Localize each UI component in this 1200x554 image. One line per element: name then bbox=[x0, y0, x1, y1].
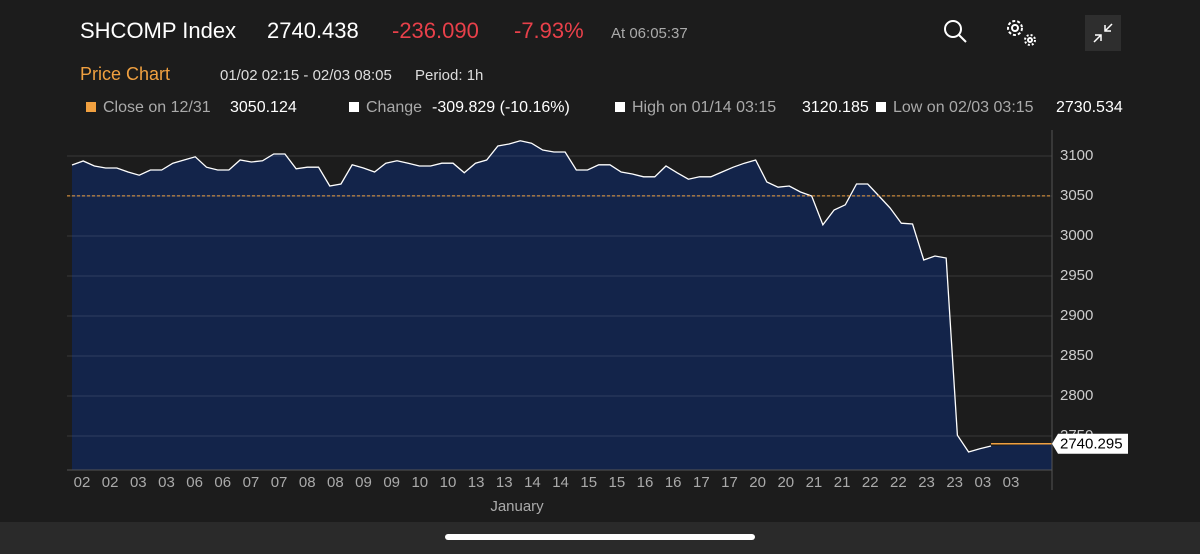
settings-icon[interactable] bbox=[1007, 20, 1036, 46]
period: Period: 1h bbox=[415, 67, 483, 84]
legend: Close on 12/31 3050.124 Change -309.829 (-1… bbox=[86, 99, 1123, 116]
y-tick-label: 3000 bbox=[1060, 227, 1093, 244]
x-tick-label: 03 bbox=[975, 474, 992, 491]
x-tick-label: 22 bbox=[862, 474, 879, 491]
x-tick-label: 15 bbox=[580, 474, 597, 491]
area bbox=[72, 140, 1052, 471]
collapse-button[interactable] bbox=[1085, 15, 1121, 51]
x-tick-label: 03 bbox=[158, 474, 175, 491]
plot: 275028002850290029503000305031002740.295… bbox=[67, 130, 1128, 515]
x-tick-label: 03 bbox=[130, 474, 147, 491]
x-tick-label: 16 bbox=[665, 474, 682, 491]
x-tick-label: 10 bbox=[411, 474, 428, 491]
chart-title: Price Chart bbox=[80, 64, 170, 84]
x-tick-label: 08 bbox=[299, 474, 316, 491]
legend-value: 3050.124 bbox=[230, 99, 297, 116]
x-tick-label: 16 bbox=[637, 474, 654, 491]
y-tick-label: 2850 bbox=[1060, 347, 1093, 364]
symbol: SHCOMP Index bbox=[80, 18, 236, 43]
x-tick-label: 23 bbox=[946, 474, 963, 491]
x-tick-label: 22 bbox=[890, 474, 907, 491]
legend-swatch bbox=[615, 102, 625, 112]
x-tick-label: 07 bbox=[271, 474, 288, 491]
home-indicator[interactable] bbox=[445, 534, 755, 540]
x-tick-label: 02 bbox=[102, 474, 119, 491]
legend-value: -309.829 (-10.16%) bbox=[432, 99, 570, 116]
change-pct: -7.93% bbox=[514, 18, 584, 43]
x-tick-label: 20 bbox=[777, 474, 794, 491]
x-tick-label: 15 bbox=[609, 474, 626, 491]
x-tick-label: 07 bbox=[243, 474, 260, 491]
price-line bbox=[71, 140, 992, 453]
x-tick-label: 13 bbox=[468, 474, 485, 491]
x-tick-label: 21 bbox=[806, 474, 823, 491]
x-tick-label: 14 bbox=[524, 474, 541, 491]
x-tick-label: 20 bbox=[749, 474, 766, 491]
x-tick-label: 06 bbox=[186, 474, 203, 491]
x-axis-label: January bbox=[490, 498, 544, 515]
x-tick-label: 02 bbox=[74, 474, 91, 491]
legend-label: Change bbox=[366, 99, 422, 116]
y-tick-label: 3100 bbox=[1060, 147, 1093, 164]
legend-label: High on 01/14 03:15 bbox=[632, 99, 776, 116]
legend-label: Close on 12/31 bbox=[103, 99, 211, 116]
time: At 06:05:37 bbox=[611, 25, 688, 42]
y-tick-label: 2950 bbox=[1060, 267, 1093, 284]
x-tick-label: 06 bbox=[214, 474, 231, 491]
y-tick-label: 3050 bbox=[1060, 187, 1093, 204]
change: -236.090 bbox=[392, 18, 479, 43]
last-value-pointer bbox=[1052, 433, 1128, 454]
x-tick-label: 13 bbox=[496, 474, 513, 491]
legend-value: 2730.534 bbox=[1056, 99, 1123, 116]
legend-value: 3120.185 bbox=[802, 99, 869, 116]
legend-swatch bbox=[349, 102, 359, 112]
legend-swatch bbox=[876, 102, 886, 112]
x-tick-label: 23 bbox=[918, 474, 935, 491]
x-tick-label: 10 bbox=[440, 474, 457, 491]
x-tick-label: 21 bbox=[834, 474, 851, 491]
x-tick-label: 09 bbox=[355, 474, 372, 491]
y-tick-label: 2800 bbox=[1060, 387, 1093, 404]
search-icon[interactable] bbox=[944, 20, 967, 43]
x-tick-label: 09 bbox=[383, 474, 400, 491]
last-value-label: 2740.295 bbox=[1060, 436, 1123, 453]
legend-swatch bbox=[86, 102, 96, 112]
y-tick-label: 2900 bbox=[1060, 307, 1093, 324]
date-range: 01/02 02:15 - 02/03 08:05 bbox=[220, 67, 392, 84]
legend-label: Low on 02/03 03:15 bbox=[893, 99, 1034, 116]
x-tick-label: 08 bbox=[327, 474, 344, 491]
x-tick-label: 17 bbox=[721, 474, 738, 491]
x-tick-label: 17 bbox=[693, 474, 710, 491]
x-tick-label: 14 bbox=[552, 474, 569, 491]
x-tick-label: 03 bbox=[1003, 474, 1020, 491]
price: 2740.438 bbox=[267, 18, 359, 43]
